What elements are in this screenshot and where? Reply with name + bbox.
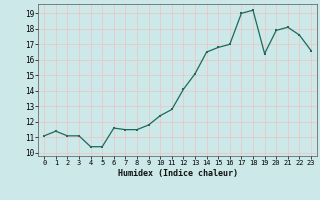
- X-axis label: Humidex (Indice chaleur): Humidex (Indice chaleur): [118, 169, 238, 178]
